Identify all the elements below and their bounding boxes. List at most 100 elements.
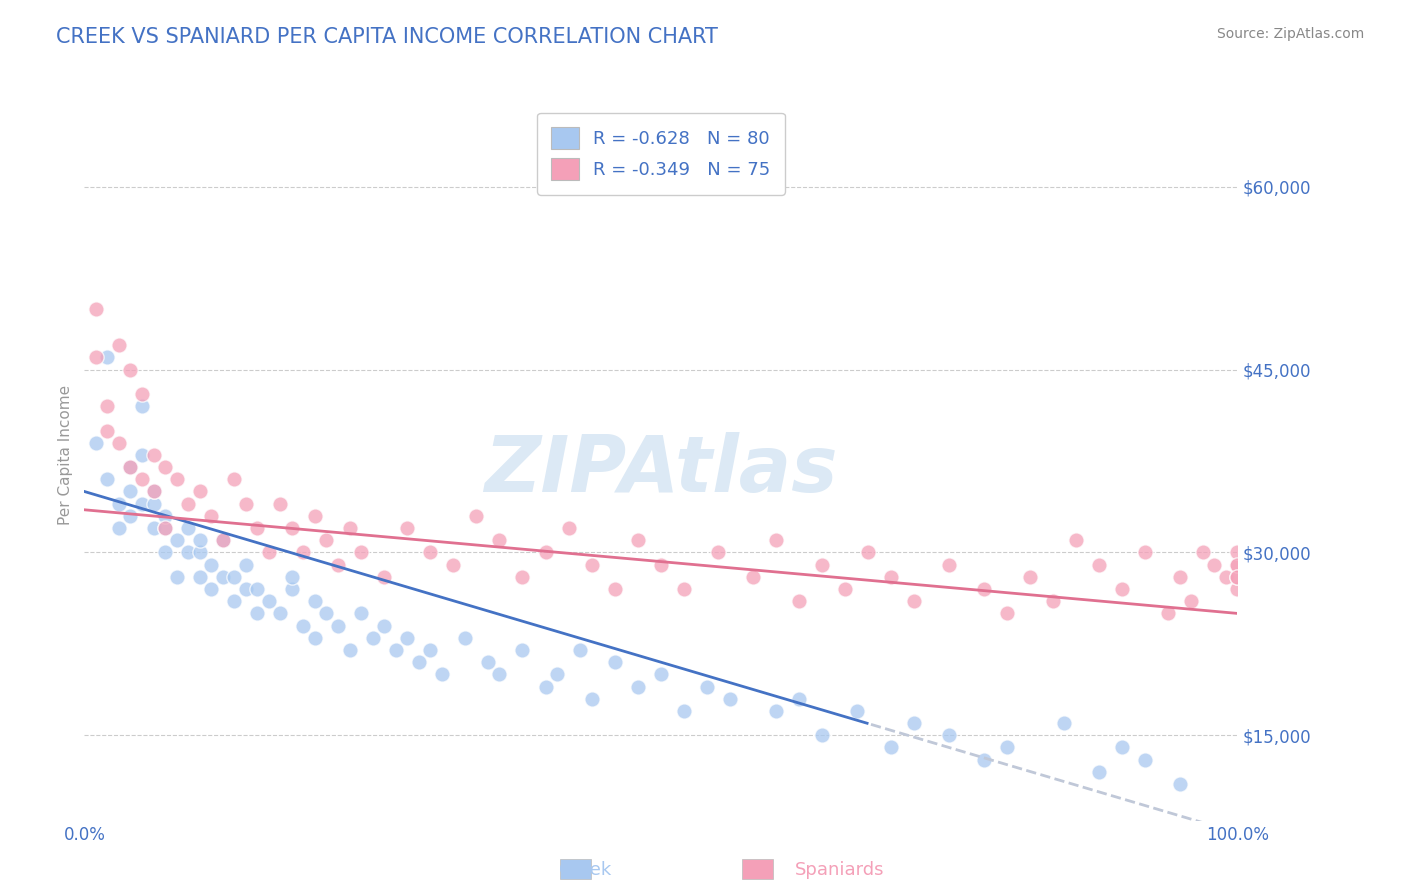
Point: [1042, 594, 1064, 608]
Point: [1226, 545, 1249, 559]
Point: [224, 472, 246, 486]
Point: [350, 607, 373, 621]
Point: [581, 558, 603, 572]
Point: [419, 643, 441, 657]
Point: [672, 704, 695, 718]
Point: [1226, 570, 1249, 584]
Point: [811, 728, 834, 742]
Point: [465, 508, 488, 523]
Point: [269, 607, 291, 621]
Point: [153, 545, 176, 559]
Point: [142, 448, 165, 462]
Point: [373, 618, 395, 632]
Point: [235, 558, 257, 572]
Point: [166, 472, 188, 486]
Point: [1064, 533, 1087, 548]
Point: [765, 704, 787, 718]
Point: [1018, 570, 1040, 584]
Point: [292, 545, 315, 559]
Point: [546, 667, 568, 681]
Point: [131, 497, 153, 511]
Point: [995, 740, 1018, 755]
Legend: R = -0.628   N = 80, R = -0.349   N = 75: R = -0.628 N = 80, R = -0.349 N = 75: [537, 113, 785, 194]
Point: [96, 399, 118, 413]
Point: [177, 497, 200, 511]
Point: [477, 655, 499, 669]
Point: [131, 387, 153, 401]
Point: [108, 435, 131, 450]
Point: [166, 570, 188, 584]
Point: [845, 704, 868, 718]
Point: [1226, 570, 1249, 584]
Point: [131, 472, 153, 486]
Point: [211, 570, 233, 584]
Point: [304, 594, 326, 608]
Point: [142, 521, 165, 535]
Point: [672, 582, 695, 596]
Point: [84, 435, 107, 450]
Point: [650, 667, 672, 681]
Point: [1215, 570, 1237, 584]
Point: [120, 460, 142, 475]
Point: [188, 545, 211, 559]
Point: [224, 570, 246, 584]
Point: [108, 497, 131, 511]
Point: [973, 753, 995, 767]
Point: [973, 582, 995, 596]
Point: [1088, 558, 1111, 572]
Point: [315, 533, 337, 548]
Point: [108, 338, 131, 352]
Point: [84, 301, 107, 316]
Point: [108, 521, 131, 535]
Y-axis label: Per Capita Income: Per Capita Income: [58, 384, 73, 525]
Point: [269, 497, 291, 511]
Point: [361, 631, 384, 645]
Point: [603, 655, 626, 669]
Point: [235, 497, 257, 511]
Point: [326, 558, 349, 572]
Point: [153, 460, 176, 475]
Point: [84, 351, 107, 365]
Point: [153, 521, 176, 535]
Point: [1111, 582, 1133, 596]
Point: [142, 484, 165, 499]
Point: [396, 521, 419, 535]
Point: [200, 558, 222, 572]
Point: [569, 643, 592, 657]
Text: ZIPAtlas: ZIPAtlas: [484, 432, 838, 508]
Text: CREEK VS SPANIARD PER CAPITA INCOME CORRELATION CHART: CREEK VS SPANIARD PER CAPITA INCOME CORR…: [56, 27, 718, 46]
Point: [120, 484, 142, 499]
Point: [211, 533, 233, 548]
Point: [339, 643, 361, 657]
Point: [177, 545, 200, 559]
Point: [1111, 740, 1133, 755]
Point: [627, 533, 650, 548]
Point: [1133, 753, 1156, 767]
Point: [938, 558, 960, 572]
Text: Creek: Creek: [560, 861, 612, 879]
Point: [120, 508, 142, 523]
Point: [787, 594, 810, 608]
Point: [281, 582, 304, 596]
Point: [903, 594, 925, 608]
Point: [200, 508, 222, 523]
Point: [454, 631, 477, 645]
Point: [188, 533, 211, 548]
Point: [1191, 545, 1213, 559]
Point: [246, 582, 269, 596]
Point: [858, 545, 880, 559]
Point: [326, 618, 349, 632]
Text: Spaniards: Spaniards: [794, 861, 884, 879]
Point: [512, 643, 534, 657]
Point: [441, 558, 464, 572]
Point: [581, 691, 603, 706]
Point: [257, 545, 280, 559]
Point: [650, 558, 672, 572]
Text: Source: ZipAtlas.com: Source: ZipAtlas.com: [1216, 27, 1364, 41]
Point: [96, 424, 118, 438]
Point: [557, 521, 579, 535]
Point: [627, 680, 650, 694]
Point: [315, 607, 337, 621]
Point: [235, 582, 257, 596]
Point: [131, 448, 153, 462]
